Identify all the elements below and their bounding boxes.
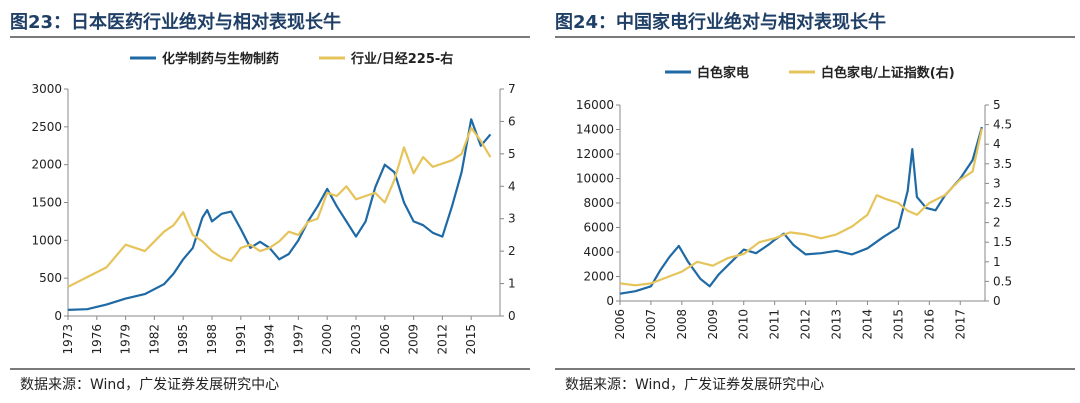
y-tick-label-left: 1000	[31, 233, 62, 247]
x-tick-label: 1988	[205, 324, 219, 355]
y-tick-label-right: 3	[993, 176, 1001, 190]
y-tick-label-right: 4	[508, 179, 516, 193]
y-tick-label-right: 3	[508, 212, 516, 226]
x-tick-label: 2006	[613, 309, 627, 340]
series-line-primary	[619, 126, 983, 295]
x-tick-label: 2006	[378, 324, 392, 355]
legend-label: 行业/日经225-右	[350, 51, 453, 67]
figure-title: 图24：中国家电行业绝对与相对表现长牛	[555, 12, 887, 33]
series-line-secondary	[619, 128, 983, 287]
x-tick-label: 2015	[464, 324, 478, 355]
y-tick-label-right: 5	[508, 147, 516, 161]
y-tick-label-right: 2	[508, 244, 516, 258]
y-tick-label-left: 2500	[31, 120, 62, 134]
y-tick-label-left: 2000	[583, 270, 614, 284]
source-note: 数据来源：Wind，广发证券发展研究中心	[565, 377, 825, 393]
x-tick-label: 1985	[176, 324, 190, 355]
y-tick-label-right: 4.5	[993, 118, 1012, 132]
x-tick-label: 2010	[737, 309, 751, 340]
y-tick-label-left: 0	[606, 294, 614, 308]
x-tick-label: 1994	[263, 324, 277, 355]
y-tick-label-right: 2.5	[993, 196, 1012, 210]
y-tick-label-right: 0	[508, 309, 516, 323]
y-tick-label-left: 1500	[31, 196, 62, 210]
x-tick-label: 1976	[90, 324, 104, 355]
y-tick-label-left: 14000	[576, 123, 614, 137]
x-tick-label: 2011	[768, 309, 782, 340]
y-tick-label-left: 6000	[583, 221, 614, 235]
x-tick-label: 2014	[860, 309, 874, 340]
chart-panel-1: 图23：日本医药行业绝对与相对表现长牛 0 500 1000 1500 2000 2500…	[10, 0, 540, 403]
y-tick-label-left: 2000	[31, 158, 62, 172]
y-tick-label-right: 0.5	[993, 274, 1012, 288]
y-tick-label-right: 4	[993, 137, 1001, 151]
y-tick-label-left: 12000	[576, 147, 614, 161]
chart-panel-2: 图24：中国家电行业绝对与相对表现长牛 0 2000 4000 6000 8000 100…	[555, 0, 1080, 403]
x-tick-label: 2017	[953, 309, 967, 340]
y-tick-label-right: 1	[508, 277, 516, 291]
y-tick-label-left: 16000	[576, 98, 614, 112]
legend-label: 化学制药与生物制药	[162, 51, 279, 67]
chart-area: 0 2000 4000 6000 8000 10000 12000 14000 16000 0 0.…	[576, 65, 1012, 340]
source-divider	[555, 368, 1075, 370]
chart-area: 0 500 1000 1500 2000 2500 3000 0 1 2 3 4 5 6 7 1973 1976…	[31, 51, 516, 355]
legend-label: 白色家电	[697, 65, 749, 81]
x-tick-label: 2007	[644, 309, 658, 340]
y-tick-label-right: 5	[993, 98, 1001, 112]
legend-label: 白色家电/上证指数(右)	[821, 65, 955, 81]
series-line-secondary	[67, 126, 492, 288]
y-tick-label-left: 8000	[583, 196, 614, 210]
x-tick-label: 2012	[435, 324, 449, 355]
y-tick-label-right: 1	[993, 255, 1001, 269]
y-tick-label-right: 3.5	[993, 157, 1012, 171]
x-tick-label: 2000	[320, 324, 334, 355]
y-tick-label-right: 7	[508, 82, 516, 96]
x-tick-label: 1991	[234, 324, 248, 355]
title-divider	[10, 36, 530, 38]
source-divider	[10, 368, 530, 370]
x-tick-label: 2012	[799, 309, 813, 340]
y-tick-label-left: 3000	[31, 82, 62, 96]
y-tick-label-left: 4000	[583, 245, 614, 259]
x-tick-label: 1979	[119, 324, 133, 355]
x-tick-label: 2009	[706, 309, 720, 340]
title-divider	[555, 36, 1075, 38]
x-tick-label: 2015	[891, 309, 905, 340]
y-tick-label-left: 0	[54, 309, 62, 323]
y-tick-label-left: 500	[39, 271, 62, 285]
y-tick-label-right: 6	[508, 114, 516, 128]
x-tick-label: 1973	[61, 324, 75, 355]
x-tick-label: 2013	[830, 309, 844, 340]
x-tick-label: 1997	[291, 324, 305, 355]
x-tick-label: 2009	[407, 324, 421, 355]
y-tick-label-right: 2	[993, 216, 1001, 230]
source-note: 数据来源：Wind，广发证券发展研究中心	[20, 377, 280, 393]
x-tick-label: 1982	[147, 324, 161, 355]
figure-title: 图23：日本医药行业绝对与相对表现长牛	[10, 12, 342, 33]
y-tick-label-right: 0	[993, 294, 1001, 308]
x-tick-label: 2016	[922, 309, 936, 340]
series-line-primary	[67, 118, 492, 311]
y-tick-label-left: 10000	[576, 172, 614, 186]
x-tick-label: 2008	[675, 309, 689, 340]
y-tick-label-right: 1.5	[993, 235, 1012, 249]
x-tick-label: 2003	[349, 324, 363, 355]
